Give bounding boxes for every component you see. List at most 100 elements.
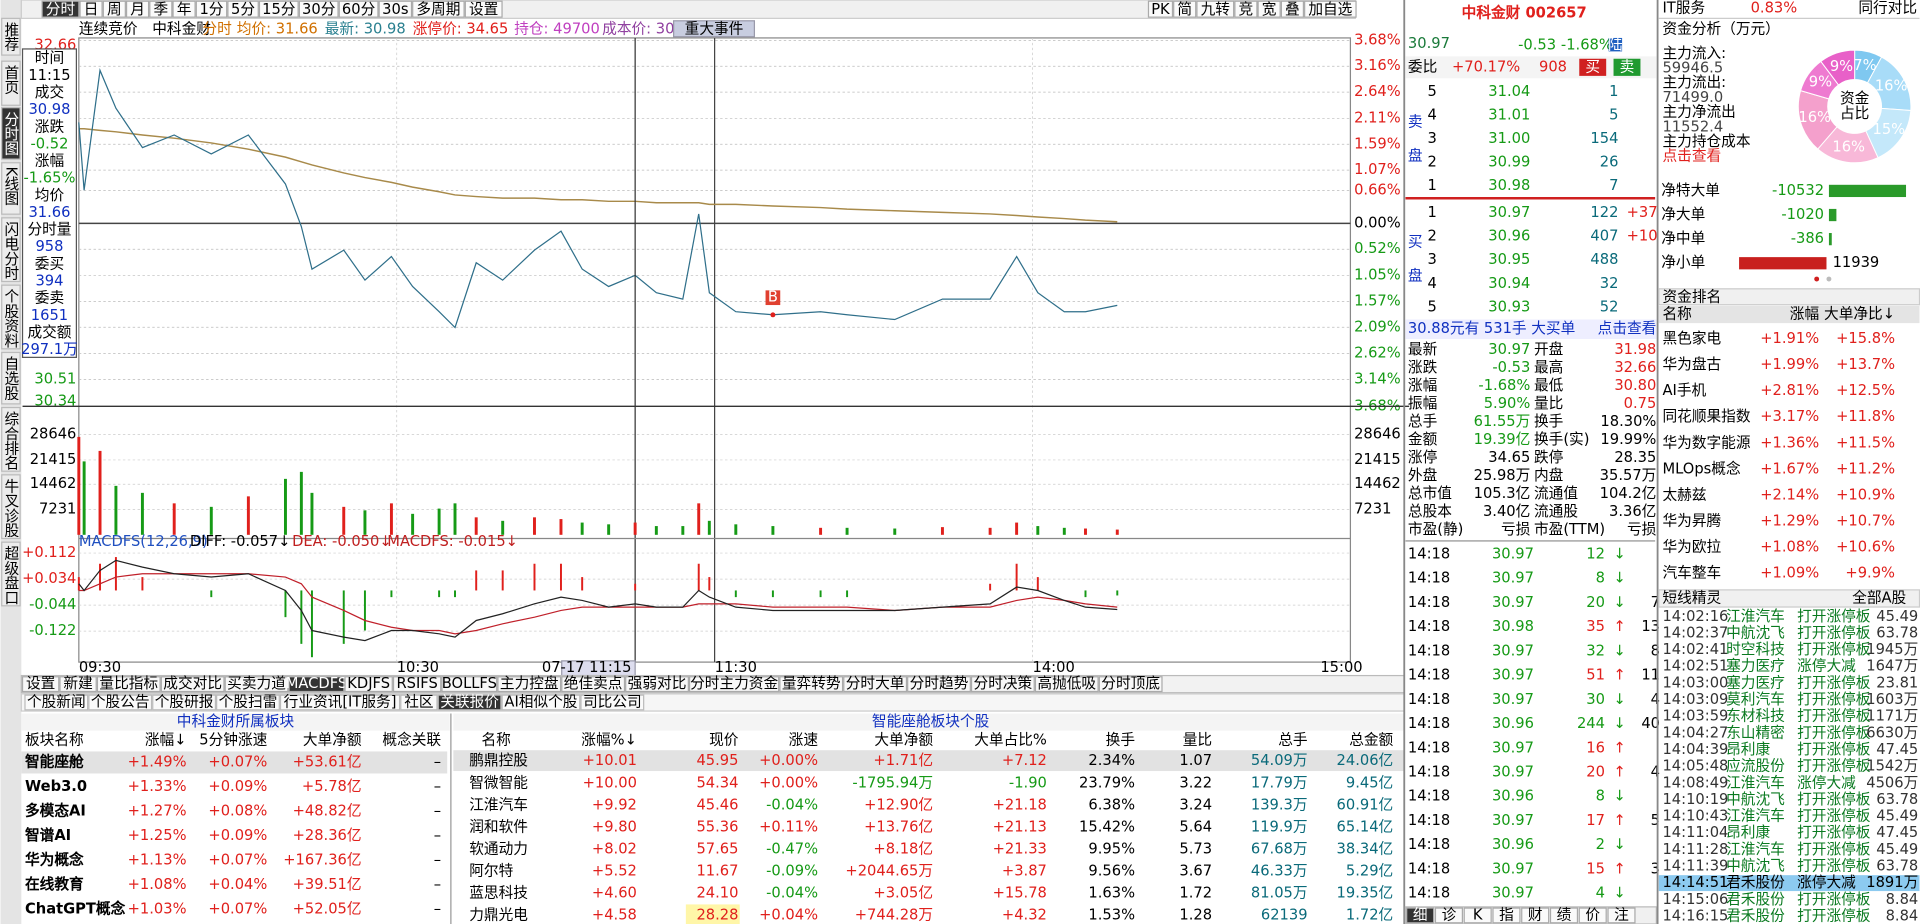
toolbar-label[interactable]: 30s — [382, 1, 408, 18]
toolbar-button[interactable] — [378, 0, 413, 18]
indicator-tab-label[interactable]: 买卖力道 — [227, 675, 286, 692]
toolbar-label[interactable]: 日 — [84, 1, 99, 18]
indicator-tab-label[interactable]: 绝佳卖点 — [564, 675, 623, 692]
event-tag-label[interactable]: 重大事件 — [685, 20, 744, 37]
indicator-tab[interactable] — [843, 676, 908, 693]
link[interactable]: 点击查看 — [1598, 320, 1657, 337]
indicator-tab[interactable] — [1034, 676, 1099, 693]
indicator-tab[interactable] — [561, 676, 626, 693]
indicator-tab-label[interactable]: 分时主力资金 — [690, 675, 778, 692]
toolbar-label[interactable]: PK — [1151, 1, 1170, 18]
indicator-tab-label[interactable]: RSIFS — [396, 675, 437, 692]
indicator-tab[interactable] — [59, 676, 97, 693]
toolbar-label[interactable]: 多周期 — [416, 1, 460, 18]
indicator-tab-label[interactable]: 成交对比 — [163, 674, 222, 692]
toolbar-button[interactable] — [172, 0, 196, 18]
sidebar-label[interactable]: 超级盘口 — [2, 546, 19, 605]
toolbar-label[interactable]: 分时 — [46, 1, 76, 18]
news-tab-label[interactable]: 个股新闻 — [27, 693, 86, 710]
indicator-tab[interactable] — [441, 676, 498, 693]
news-tab[interactable] — [400, 694, 438, 711]
indicator-tab-label[interactable]: KDJFS — [347, 675, 390, 692]
indicator-tab[interactable] — [21, 676, 60, 693]
link[interactable]: 同行对比 — [1858, 0, 1917, 17]
bottom-tab[interactable] — [1521, 907, 1550, 924]
toolbar-label[interactable]: 简 — [1177, 1, 1192, 18]
indicator-tab-label[interactable]: 分时大单 — [846, 675, 905, 692]
sidebar-tab[interactable] — [1, 474, 21, 540]
news-tab[interactable] — [437, 694, 502, 711]
toolbar-button[interactable] — [258, 0, 299, 18]
toolbar-label[interactable]: 宽 — [1262, 1, 1277, 18]
indicator-tab-label[interactable]: 分时顶底 — [1101, 675, 1160, 692]
news-tab[interactable] — [279, 694, 401, 711]
bottom-tab-label[interactable]: 细 — [1413, 906, 1428, 923]
sidebar-tab[interactable] — [1, 406, 21, 472]
sidebar-label[interactable]: 自选股 — [2, 356, 19, 401]
sidebar-label[interactable]: 推荐 — [2, 22, 19, 52]
news-tab[interactable] — [501, 694, 581, 711]
toolbar-label[interactable]: 季 — [153, 1, 168, 18]
toolbar-button[interactable] — [79, 0, 103, 18]
toolbar-label[interactable]: 5分 — [231, 1, 255, 18]
news-tab[interactable] — [216, 694, 280, 711]
sidebar-label[interactable]: 闪电分时 — [2, 221, 19, 280]
bottom-tab[interactable] — [1492, 907, 1521, 924]
toolbar-button[interactable] — [125, 0, 150, 18]
news-tab[interactable] — [580, 694, 645, 711]
indicator-tab-label[interactable]: 量比指标 — [99, 675, 158, 692]
sidebar-tab[interactable] — [1, 60, 21, 106]
sidebar-label[interactable]: 综合排名 — [2, 411, 19, 470]
sidebar-tab[interactable] — [1, 107, 21, 160]
indicator-tab[interactable] — [224, 676, 289, 693]
toolbar-button[interactable] — [1280, 0, 1305, 18]
indicator-tab-label[interactable]: 量弈转势 — [782, 675, 841, 692]
news-tab[interactable] — [152, 694, 217, 711]
news-tab-label[interactable]: 关联报价 — [440, 693, 499, 710]
indicator-tab[interactable] — [497, 676, 562, 693]
indicator-tab-label[interactable]: 高抛低吸 — [1037, 675, 1096, 692]
toolbar-button[interactable] — [227, 0, 259, 18]
bottom-tab[interactable] — [1434, 907, 1463, 924]
sidebar-label[interactable]: 个股资料 — [2, 289, 19, 348]
sidebar-label[interactable]: 分时图 — [2, 111, 19, 155]
toolbar-button[interactable] — [412, 0, 465, 18]
toolbar-button[interactable] — [102, 0, 126, 18]
bottom-tab[interactable] — [1549, 907, 1579, 924]
indicator-tab[interactable] — [392, 676, 442, 693]
indicator-tab[interactable] — [907, 676, 971, 693]
bottom-tab-label[interactable]: 注 — [1614, 906, 1629, 923]
bottom-tab-label[interactable]: K — [1473, 906, 1483, 923]
sidebar-tab[interactable] — [1, 17, 21, 56]
bottom-tab[interactable] — [1406, 907, 1435, 924]
indicator-tab-label[interactable]: 分时趋势 — [910, 675, 969, 692]
news-tab[interactable] — [24, 694, 89, 711]
news-tab-label[interactable]: 个股公告 — [91, 693, 150, 710]
news-tab-label[interactable]: 个股研报 — [155, 693, 214, 710]
toolbar-label[interactable]: 1分 — [199, 1, 223, 18]
indicator-tab-label[interactable]: 主力控盘 — [500, 674, 559, 692]
toolbar-label[interactable]: 设置 — [469, 1, 498, 18]
indicator-tab[interactable] — [688, 676, 780, 693]
toolbar-button[interactable] — [1147, 0, 1174, 18]
indicator-tab[interactable] — [160, 676, 225, 693]
toolbar-button[interactable] — [195, 0, 228, 18]
sidebar-label[interactable]: K线图 — [2, 166, 19, 205]
sidebar-tab[interactable] — [1, 284, 21, 350]
toolbar-label[interactable]: 周 — [107, 1, 122, 18]
indicator-tab-label[interactable]: 新建 — [63, 675, 93, 692]
indicator-tab-label[interactable]: MACDFS — [286, 675, 347, 692]
toolbar-button[interactable] — [298, 0, 339, 18]
indicator-tab[interactable] — [1098, 676, 1163, 693]
link[interactable]: 点击查看 — [1662, 148, 1721, 165]
indicator-tab[interactable] — [288, 676, 345, 693]
toolbar-label[interactable]: 九转 — [1201, 1, 1231, 18]
bottom-tab[interactable] — [1607, 907, 1636, 924]
indicator-tab-label[interactable]: 强弱对比 — [628, 675, 687, 692]
toolbar-label[interactable]: 30分 — [302, 1, 336, 18]
toolbar-button[interactable] — [1234, 0, 1258, 18]
toolbar-button[interactable] — [1196, 0, 1235, 18]
sidebar-tab[interactable] — [1, 541, 21, 607]
news-tab-label[interactable]: 行业资讯[IT服务] — [284, 693, 397, 710]
scope-selector[interactable]: 全部A股 — [1852, 588, 1906, 606]
